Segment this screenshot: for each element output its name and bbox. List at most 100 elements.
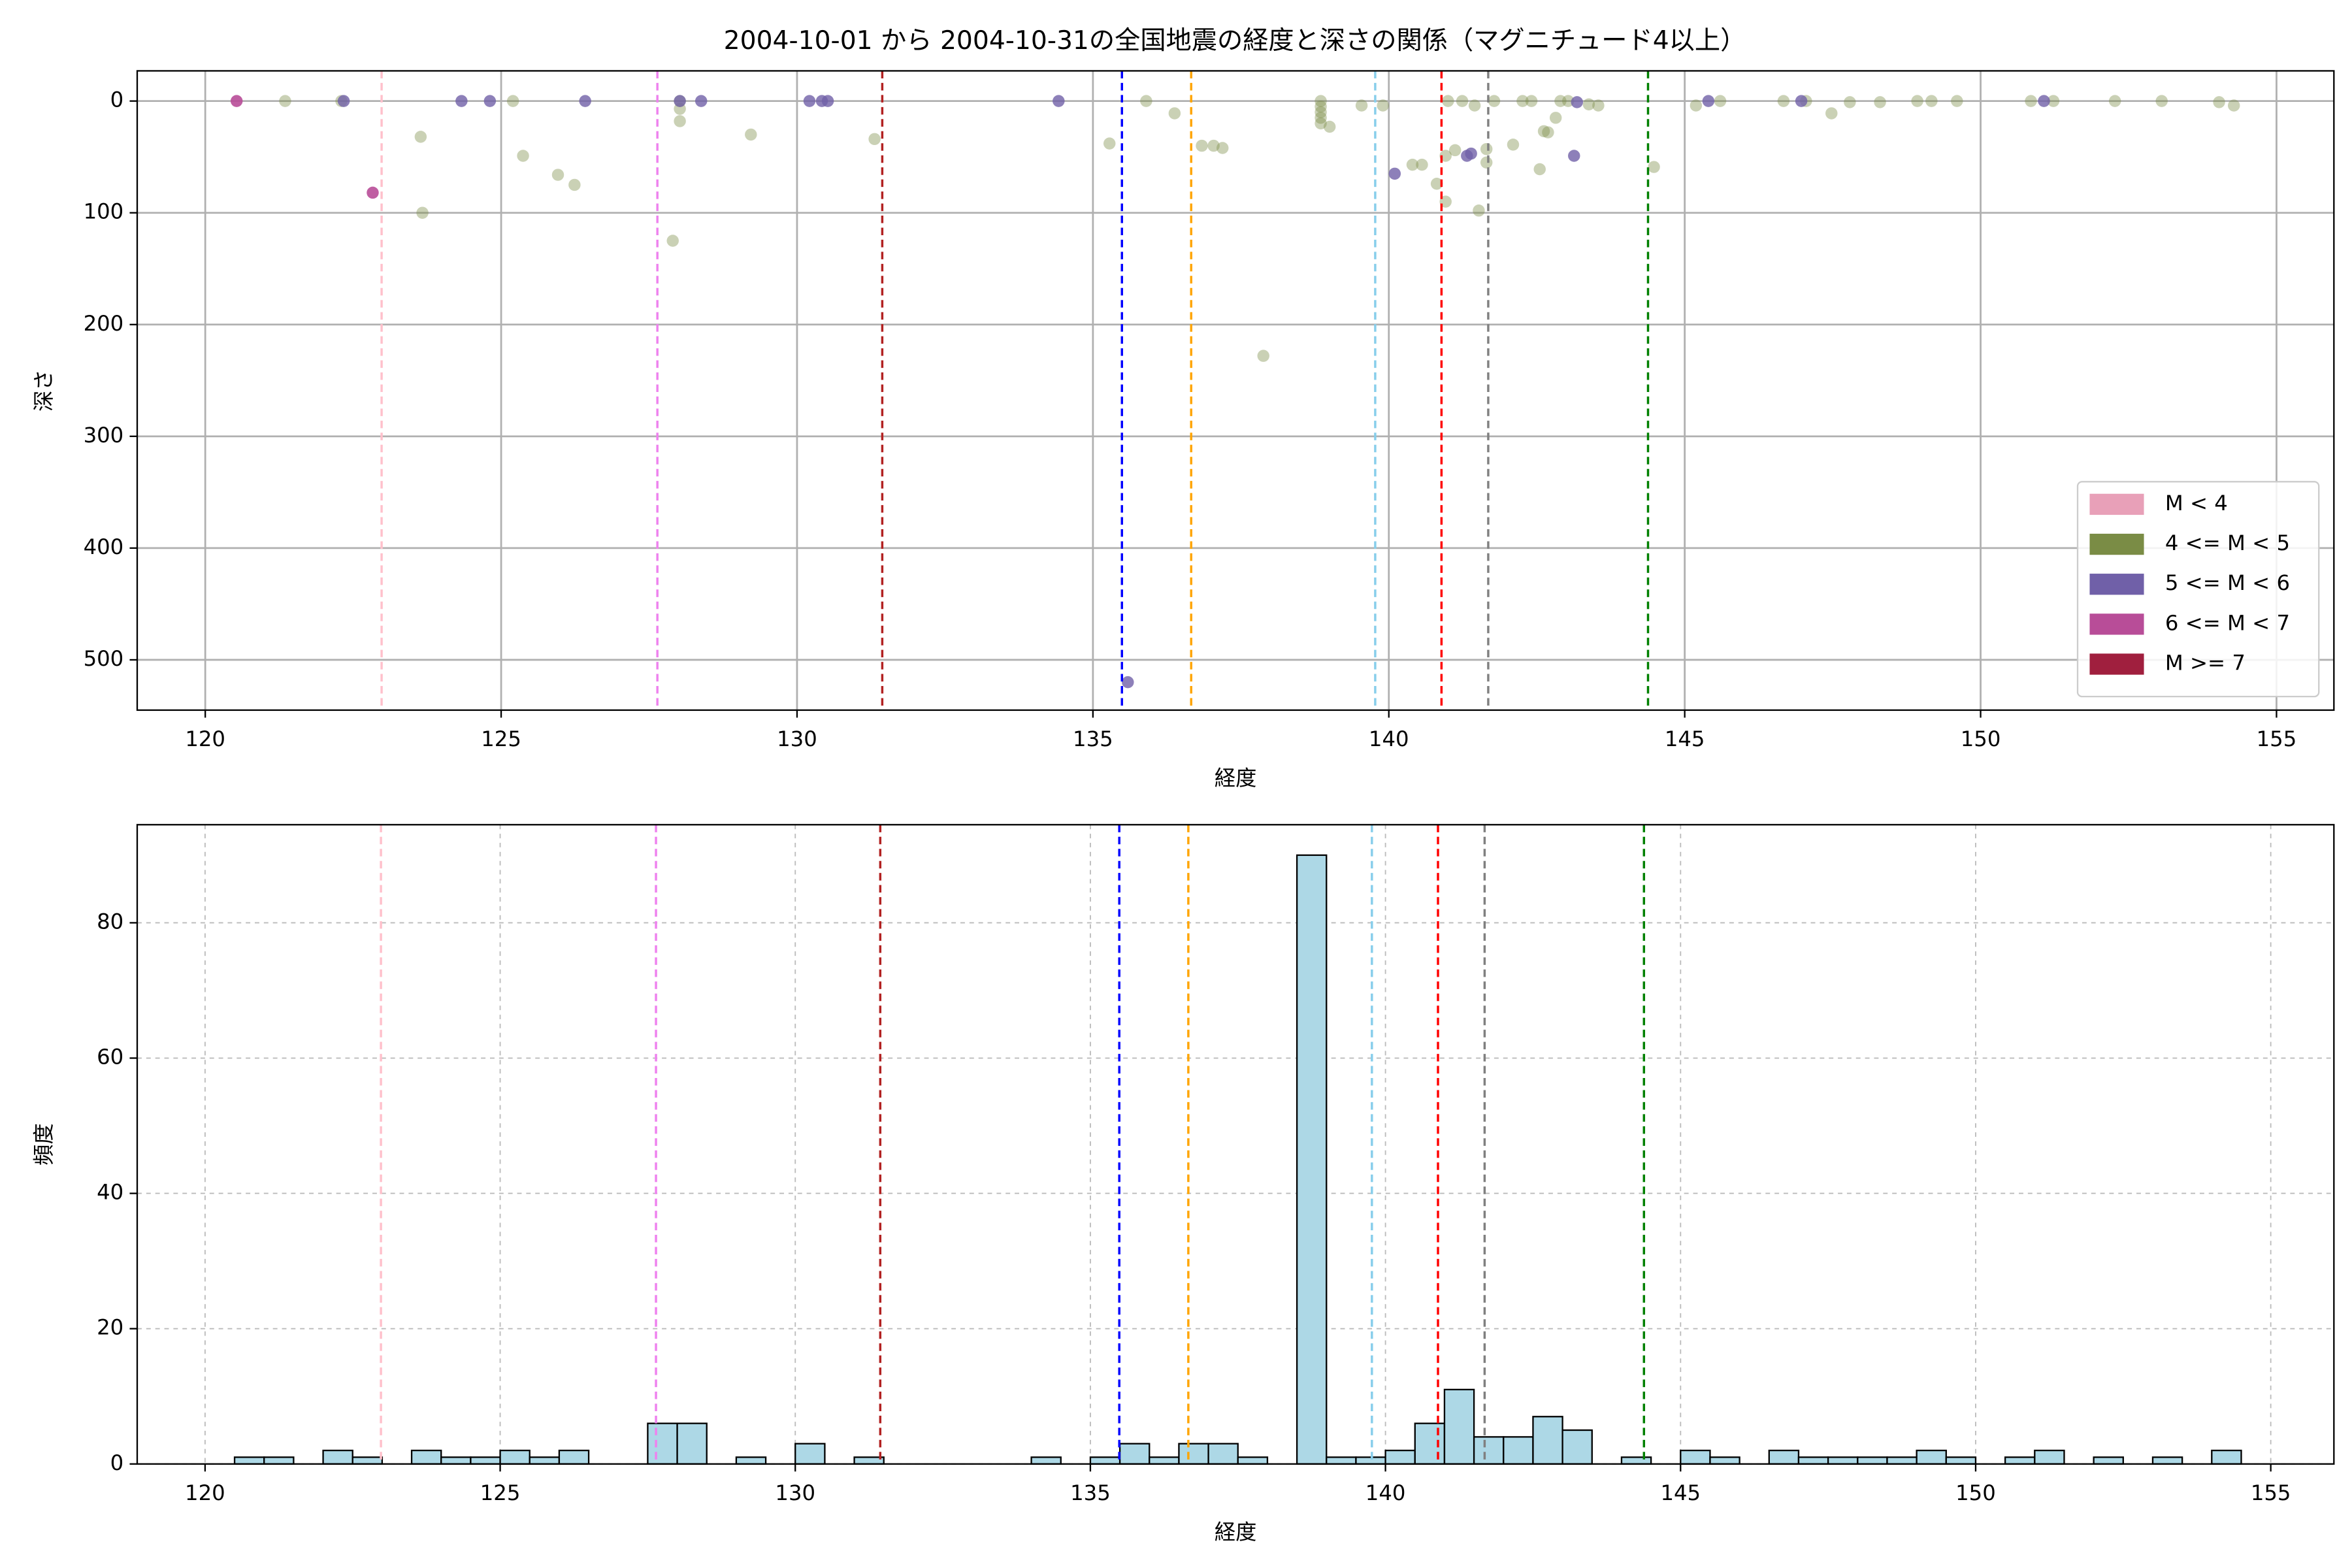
bar — [1857, 1456, 1888, 1465]
x-tick-label: 145 — [1660, 1480, 1701, 1505]
legend-swatch — [2089, 533, 2144, 555]
point — [1488, 95, 1501, 107]
point — [1549, 112, 1562, 124]
point — [1416, 158, 1428, 171]
point — [506, 95, 519, 107]
point — [1103, 137, 1116, 150]
bar — [1237, 1456, 1269, 1465]
bar — [794, 1443, 826, 1465]
legend-swatch — [2089, 653, 2144, 675]
x-tick-label: 120 — [185, 1480, 225, 1505]
point — [1465, 147, 1477, 160]
point — [1592, 99, 1605, 112]
y-tick-label: 80 — [97, 909, 123, 934]
point — [1315, 117, 1327, 130]
x-axis-label: 経度 — [1215, 1520, 1257, 1544]
point — [1456, 95, 1469, 107]
bar — [1296, 854, 1328, 1465]
point — [1140, 95, 1152, 107]
point — [1480, 142, 1493, 155]
bar — [1827, 1456, 1859, 1465]
point — [1795, 95, 1808, 107]
point — [517, 150, 529, 162]
point — [1406, 158, 1419, 171]
x-tick-label: 145 — [1665, 727, 1705, 751]
bar — [558, 1449, 590, 1465]
point — [1442, 95, 1454, 107]
x-tick-label: 125 — [480, 1480, 521, 1505]
y-tick-label: 200 — [84, 311, 124, 336]
y-tick-label: 400 — [84, 534, 124, 559]
bar — [322, 1449, 353, 1465]
point — [279, 95, 291, 107]
x-tick-label: 150 — [1955, 1480, 1996, 1505]
point — [568, 178, 581, 191]
point — [803, 95, 816, 107]
point — [1315, 112, 1327, 124]
bar — [1119, 1443, 1151, 1465]
bar — [1532, 1416, 1563, 1465]
y-axis-label: 深さ — [31, 369, 56, 412]
point — [367, 186, 379, 199]
point — [666, 235, 679, 247]
x-tick-label: 130 — [775, 1480, 815, 1505]
bar — [499, 1449, 531, 1465]
legend-swatch — [2089, 493, 2144, 515]
x-tick-label: 135 — [1070, 1480, 1111, 1505]
bar — [1178, 1443, 1209, 1465]
bar — [233, 1456, 265, 1465]
point — [1473, 204, 1485, 217]
point — [2155, 95, 2168, 107]
bar — [1149, 1456, 1180, 1465]
point — [2227, 99, 2240, 112]
y-tick-label: 0 — [110, 88, 124, 112]
legend-label: M < 4 — [2165, 491, 2228, 515]
bar — [1384, 1449, 1416, 1465]
point — [1315, 100, 1327, 113]
point — [1468, 99, 1481, 112]
y-tick-label: 500 — [84, 646, 124, 671]
bar — [1326, 1456, 1357, 1465]
point — [483, 95, 497, 107]
x-tick-label: 125 — [481, 727, 521, 751]
x-tick-label: 120 — [185, 727, 225, 751]
point — [1537, 125, 1550, 138]
point — [1777, 95, 1790, 107]
y-tick-label: 100 — [84, 199, 124, 224]
point — [1323, 120, 1336, 133]
point — [1207, 139, 1220, 152]
bar — [1561, 1429, 1593, 1465]
point — [416, 206, 429, 219]
bar — [351, 1456, 384, 1465]
point — [2047, 95, 2060, 107]
bar — [1916, 1449, 1947, 1465]
bar — [1355, 1456, 1386, 1465]
x-tick-label: 140 — [1365, 1480, 1406, 1505]
point — [2038, 95, 2050, 107]
point — [1377, 99, 1389, 112]
bar — [2151, 1456, 2183, 1465]
bar — [2211, 1449, 2242, 1465]
x-tick-label: 130 — [777, 727, 817, 751]
point — [1542, 126, 1554, 139]
legend: M < 4 4 <= M < 5 5 <= M < 6 6 <= M < 7 M >= … — [2076, 481, 2320, 698]
y-tick-label: 0 — [110, 1450, 124, 1475]
point — [821, 95, 834, 107]
point — [1714, 95, 1727, 107]
point — [1196, 139, 1208, 152]
point — [694, 95, 708, 107]
point — [674, 115, 686, 127]
point — [1554, 95, 1567, 107]
bar — [1680, 1449, 1711, 1465]
point — [1122, 676, 1134, 689]
bar — [440, 1456, 472, 1465]
point — [1388, 167, 1401, 180]
point — [337, 95, 350, 107]
point — [1561, 95, 1575, 107]
bar — [529, 1456, 561, 1465]
legend-label: 4 <= M < 5 — [2165, 531, 2290, 555]
point — [1053, 95, 1065, 107]
point — [1355, 99, 1368, 112]
